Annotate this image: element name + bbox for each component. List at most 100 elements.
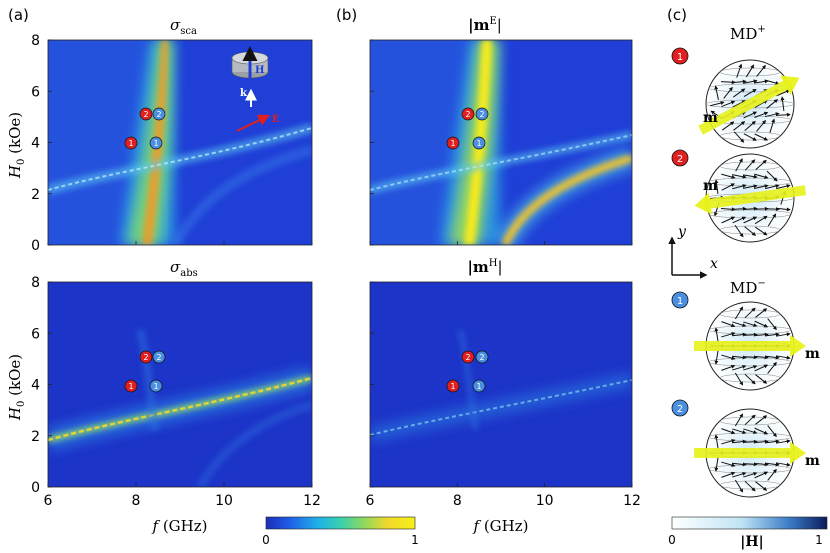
field-arrow: [745, 64, 755, 78]
field-arrow: [721, 100, 736, 108]
marker-red-2: 2: [465, 353, 470, 362]
field-arrow: [742, 355, 758, 360]
colorbar-h-max: 1: [815, 533, 823, 547]
field-arrow: [754, 79, 769, 84]
field-arrow: [743, 321, 758, 328]
x-tick-label: 10: [536, 493, 554, 509]
field-arrow: [732, 428, 747, 435]
colorbar-main-max: 1: [411, 533, 419, 547]
field-arrow: [721, 354, 736, 360]
mode-sphere: m2: [671, 149, 807, 243]
field-arrow: [733, 131, 745, 143]
field-arrow: [714, 350, 719, 365]
ylabel-bottom: H0 (kOe): [6, 354, 27, 421]
mode-marker: [671, 291, 689, 309]
field-arrow: [734, 372, 744, 386]
field-arrow: [780, 96, 785, 112]
field-arrow: [764, 462, 780, 467]
field-arrow: [732, 471, 747, 478]
field-arrow: [765, 79, 780, 85]
mode-marker-label: 2: [677, 154, 683, 165]
sphere-latitude: [708, 209, 792, 219]
sphere-latitude: [708, 357, 792, 367]
panel-label-b: (b): [336, 6, 357, 24]
colorbar-main: [265, 516, 416, 530]
title-m-e: |mE|: [468, 16, 502, 34]
field-arrow: [766, 99, 779, 109]
mode-marker-label: 1: [677, 52, 683, 63]
k-label: k: [240, 88, 248, 99]
mode-sphere: m1: [671, 291, 820, 391]
field-arrow: [721, 321, 736, 328]
marker-red-1: 1: [450, 382, 455, 391]
colorbar-main-min: 0: [262, 533, 270, 547]
x-tick-label: 8: [453, 493, 462, 509]
marker-blue-1: 1: [153, 382, 158, 391]
field-arrow: [743, 88, 757, 98]
field-arrow: [732, 174, 747, 179]
field-arrow: [754, 320, 769, 328]
field-arrow: [765, 184, 780, 190]
field-arrow: [755, 415, 768, 425]
field-arrow: [754, 471, 769, 479]
field-arrow: [754, 111, 769, 118]
mode-marker: [671, 399, 689, 417]
field-arrow: [731, 355, 747, 360]
axis-x-label: x: [710, 256, 718, 272]
field-arrow: [754, 364, 769, 372]
field-arrow: [731, 439, 747, 444]
field-arrow: [753, 355, 769, 360]
field-arrow: [775, 112, 791, 117]
marker-blue-2: 2: [479, 110, 484, 119]
sphere-latitude: [719, 225, 781, 235]
field-arrow: [744, 226, 757, 236]
sphere-latitude: [708, 177, 792, 187]
sphere-latitude: [719, 480, 781, 490]
field-arrow: [767, 425, 777, 438]
heatmap-m-e: [370, 40, 632, 245]
field-arrow: [732, 364, 747, 371]
moment-label: m: [805, 453, 820, 469]
y-tick-label: 2: [31, 429, 40, 445]
field-arrow: [742, 439, 758, 444]
field-arrow: [743, 174, 758, 179]
field-arrow: [769, 118, 776, 133]
field-arrow: [734, 224, 744, 238]
field-arrow: [776, 355, 791, 360]
field-arrow: [776, 462, 791, 467]
colorbar-h-label: |H|: [740, 534, 763, 550]
markers-d: 2 2 1 1: [446, 350, 489, 393]
field-arrow: [764, 439, 780, 444]
sphere-latitude: [719, 67, 781, 77]
moment-arrow-head: [790, 442, 806, 464]
field-arrow: [755, 308, 768, 318]
field-arrow: [721, 183, 735, 191]
mode-marker-label: 2: [677, 404, 683, 415]
x-tick-label: 10: [215, 493, 233, 509]
field-arrow: [734, 306, 744, 320]
y-tick-label: 6: [31, 84, 40, 100]
field-arrow: [731, 79, 747, 84]
field-arrow: [735, 158, 743, 172]
marker-red-1: 1: [450, 139, 455, 148]
moment-arrow-head: [694, 192, 712, 215]
field-arrow: [721, 471, 736, 478]
field-arrow: [743, 216, 758, 224]
mode-marker: [671, 149, 689, 167]
field-arrow: [753, 439, 769, 444]
field-arrow: [743, 79, 758, 84]
marker-blue-2: 2: [156, 110, 161, 119]
field-arrow: [744, 120, 756, 132]
field-arrow: [776, 439, 791, 444]
field-arrow: [756, 64, 766, 77]
field-arrow: [767, 213, 777, 227]
field-arrow: [754, 427, 769, 435]
x-tick-label: 6: [366, 493, 375, 509]
field-arrow: [733, 88, 746, 98]
field-arrow: [721, 428, 736, 435]
md-plus-label: MD+: [730, 24, 766, 43]
field-arrow: [721, 439, 736, 445]
